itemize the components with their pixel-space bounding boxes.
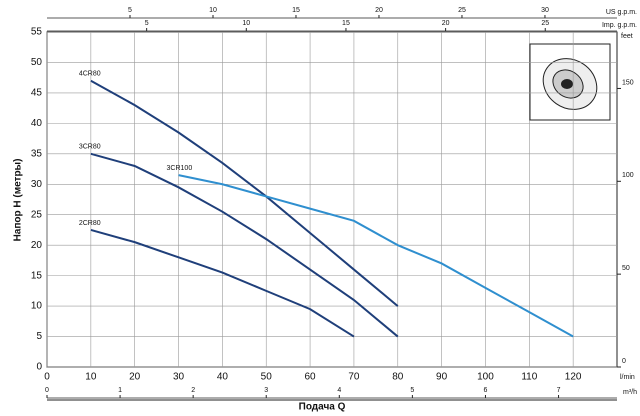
axis-tick-label: 15 [342, 20, 350, 27]
x-tick-label: 30 [173, 372, 185, 383]
axis-tick-label: 3 [264, 387, 268, 394]
axis-unit: US g.p.m. [606, 9, 637, 16]
curve-label: 3CR100 [167, 165, 193, 172]
y-tick-label: 30 [31, 179, 43, 190]
y-tick-label: 50 [31, 57, 43, 68]
x-tick-label: 50 [261, 372, 273, 383]
y-tick-label: 15 [31, 270, 43, 281]
axis-tick-label: 4 [337, 387, 341, 394]
axis-tick-label: 30 [541, 7, 549, 14]
y-tick-label: 45 [31, 88, 43, 99]
axis-tick-label: 10 [209, 7, 217, 14]
y-axis-title: Напор H (метры) [13, 159, 24, 242]
x-tick-label: 120 [565, 372, 582, 383]
right-tick-label: 150 [622, 79, 634, 86]
x-tick-label: 70 [348, 372, 360, 383]
x-axis-title: Подача Q [299, 402, 346, 413]
axis-tick-label: 20 [442, 20, 450, 27]
axis-tick-label: 0 [45, 387, 49, 394]
axis-tick-label: 10 [242, 20, 250, 27]
pump-icon [529, 43, 611, 121]
axis-tick-label: 5 [410, 387, 414, 394]
x-unit: l/min [620, 374, 635, 381]
curve-label: 3CR80 [79, 144, 101, 151]
y-tick-label: 20 [31, 240, 43, 251]
axis-unit: Imp. g.p.m. [602, 22, 637, 29]
x-tick-label: 60 [305, 372, 317, 383]
right-tick-label: 100 [622, 172, 634, 179]
axis-tick-label: 2 [191, 387, 195, 394]
curve [90, 152, 399, 338]
plot-frame [46, 31, 618, 368]
x-tick-label: 20 [129, 372, 141, 383]
x-tick-label: 40 [217, 372, 229, 383]
y-tick-label: 25 [31, 209, 43, 220]
y-tick-label: 40 [31, 118, 43, 129]
x-tick-label: 0 [44, 372, 50, 383]
curve [178, 174, 574, 338]
axis-unit: feet [621, 33, 633, 40]
x-tick-label: 90 [436, 372, 448, 383]
right-tick-label: 50 [622, 265, 630, 272]
x-tick-label: 80 [392, 372, 404, 383]
y-tick-label: 55 [31, 27, 43, 38]
axis-tick-label: 20 [375, 7, 383, 14]
curve-label: 4CR80 [79, 71, 101, 78]
axis-tick-label: 25 [541, 20, 549, 27]
axis-tick-label: 1 [118, 387, 122, 394]
axis-tick-label: 7 [557, 387, 561, 394]
curve [90, 228, 355, 338]
axis-tick-label: 6 [484, 387, 488, 394]
axis-tick-label: 5 [145, 20, 149, 27]
axis-tick-label: 15 [292, 7, 300, 14]
curve-label: 2CR80 [79, 220, 101, 227]
right-tick-label: 0 [622, 358, 626, 365]
y-tick-label: 10 [31, 301, 43, 312]
curve [90, 79, 399, 307]
axis-tick-label: 25 [458, 7, 466, 14]
x-tick-label: 10 [85, 372, 97, 383]
x-tick-label: 110 [521, 372, 537, 383]
axis-tick-label: 5 [128, 7, 132, 14]
axis-unit: m³/h [623, 389, 637, 396]
x-tick-label: 100 [477, 372, 494, 383]
y-tick-label: 0 [36, 362, 42, 373]
y-tick-label: 5 [36, 331, 42, 342]
y-tick-label: 35 [31, 148, 43, 159]
